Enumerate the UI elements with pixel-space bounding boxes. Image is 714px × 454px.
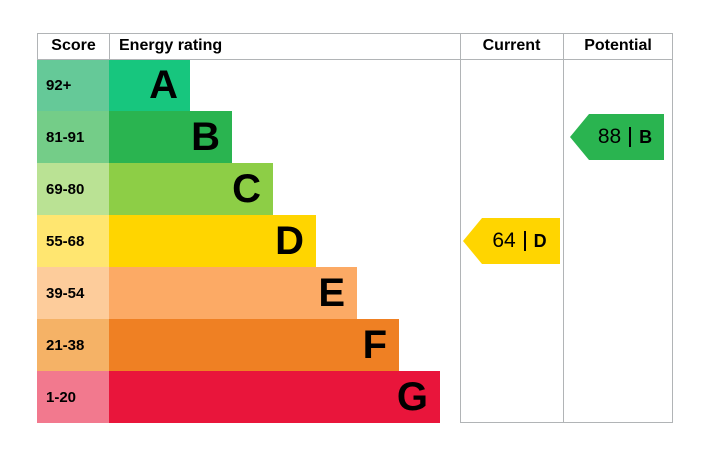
band-row-c: 69-80 C [37, 163, 440, 215]
column-header-potential: Potential [584, 37, 652, 54]
epc-table: Score Energy rating Current Potential 92… [37, 33, 673, 423]
score-range-label: 69-80 [37, 163, 109, 215]
band-bar-f: F [109, 319, 399, 371]
band-row-a: 92+ A [37, 59, 440, 111]
band-letter: C [232, 167, 261, 211]
potential-rating-arrow: 88 B [570, 114, 664, 160]
score-range-label: 39-54 [37, 267, 109, 319]
score-range-label: 1-20 [37, 371, 109, 423]
band-letter: G [396, 375, 428, 419]
band-bar-e: E [109, 267, 357, 319]
potential-column-left-border [563, 33, 564, 423]
band-rows: 92+ A 81-91 B 69-80 C 55-68 D 39-54 E 21… [37, 59, 440, 423]
header-bottom-border [37, 59, 673, 60]
table-right-border [672, 33, 673, 423]
band-letter: D [275, 219, 304, 263]
band-row-d: 55-68 D [37, 215, 440, 267]
column-header-energy-rating: Energy rating [119, 37, 223, 54]
band-row-e: 39-54 E [37, 267, 440, 319]
band-bar-g: G [109, 371, 440, 423]
band-letter: E [318, 271, 345, 315]
current-score-value: 64 [492, 229, 516, 252]
arrow-divider [629, 127, 632, 147]
band-bar-a: A [109, 59, 190, 111]
table-top-border [37, 33, 673, 34]
band-row-b: 81-91 B [37, 111, 440, 163]
current-rating-arrow: 64 D [463, 218, 560, 264]
score-range-label: 21-38 [37, 319, 109, 371]
current-band-letter: D [533, 230, 547, 251]
band-letter: F [362, 323, 387, 367]
band-bar-d: D [109, 215, 316, 267]
band-letter: B [191, 115, 220, 159]
potential-band-letter: B [639, 126, 653, 147]
band-bar-b: B [109, 111, 232, 163]
arrow-divider [523, 231, 526, 251]
score-range-label: 92+ [37, 59, 109, 111]
table-bottom-border [460, 422, 673, 423]
score-column-divider [109, 33, 110, 59]
band-row-f: 21-38 F [37, 319, 440, 371]
score-range-label: 55-68 [37, 215, 109, 267]
current-column-left-border [460, 33, 461, 423]
band-bar-c: C [109, 163, 273, 215]
column-header-score: Score [37, 33, 109, 59]
band-letter: A [149, 63, 178, 107]
band-row-g: 1-20 G [37, 371, 440, 423]
potential-score-value: 88 [597, 125, 622, 148]
score-range-label: 81-91 [37, 111, 109, 163]
column-header-current: Current [482, 37, 541, 54]
table-header-row: Score Energy rating Current Potential [37, 33, 673, 59]
